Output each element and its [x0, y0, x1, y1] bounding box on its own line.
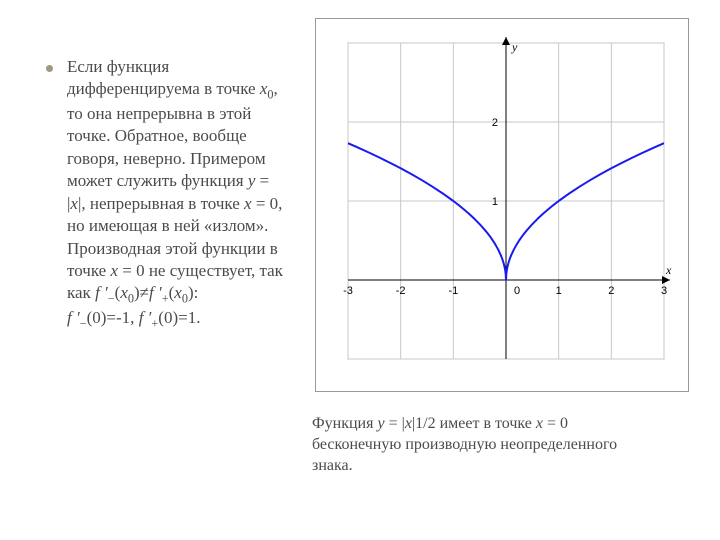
left-column: Если функция дифференцируема в точке x0,…	[22, 18, 292, 476]
chart-caption: Функция y = |x|1/2 имеет в точке x = 0 б…	[312, 414, 652, 476]
t7: |, непрерывная в точке	[78, 194, 244, 213]
l5: (0)=1.	[158, 308, 200, 327]
l0: f ′	[67, 308, 80, 327]
svg-text:2: 2	[608, 285, 614, 297]
t12: f ′	[95, 283, 108, 302]
right-column: -3-2-1123012xy Функция y = |x|1/2 имеет …	[306, 18, 698, 476]
c0: Функция	[312, 415, 377, 432]
svg-text:-1: -1	[448, 285, 458, 297]
t10: x	[110, 261, 118, 280]
t6: x	[70, 194, 78, 213]
svg-text:-3: -3	[343, 285, 353, 297]
c3: x	[405, 415, 412, 432]
t17: )≠	[134, 283, 149, 302]
main-paragraph: Если функция дифференцируема в точке x0,…	[67, 56, 292, 332]
c4: |1/2 имеет в точке	[412, 415, 536, 432]
svg-text:1: 1	[556, 285, 562, 297]
svg-text:0: 0	[514, 285, 520, 297]
l2: (0)=-1,	[87, 308, 139, 327]
svg-text:3: 3	[661, 285, 667, 297]
t21: x	[174, 283, 182, 302]
svg-text:y: y	[511, 40, 518, 54]
t18: f ′	[149, 283, 162, 302]
t19: +	[162, 292, 169, 306]
l1: −	[80, 316, 87, 330]
c1: y	[377, 415, 384, 432]
t8: x	[244, 194, 252, 213]
slide: Если функция дифференцируема в точке x0,…	[0, 0, 720, 540]
c5: x	[536, 415, 543, 432]
t23: ):	[188, 283, 198, 302]
bullet-row: Если функция дифференцируема в точке x0,…	[46, 56, 292, 332]
t13: −	[108, 292, 115, 306]
t15: x	[120, 283, 128, 302]
svg-text:2: 2	[492, 117, 498, 129]
chart-container: -3 -2 -1 1 2 3 0 1 2 x y	[315, 18, 689, 392]
svg-text:-2: -2	[396, 285, 406, 297]
t0: Если функция дифференцируема в точке	[67, 57, 260, 98]
chart-svg: -3 -2 -1 1 2 3 0 1 2 x y	[322, 25, 682, 385]
l3: f ′	[139, 308, 152, 327]
bullet-icon	[46, 65, 53, 72]
svg-text:x: x	[665, 263, 672, 277]
svg-text:1: 1	[492, 196, 498, 208]
content-row: Если функция дифференцируема в точке x0,…	[22, 18, 698, 476]
c2: = |	[385, 415, 405, 432]
